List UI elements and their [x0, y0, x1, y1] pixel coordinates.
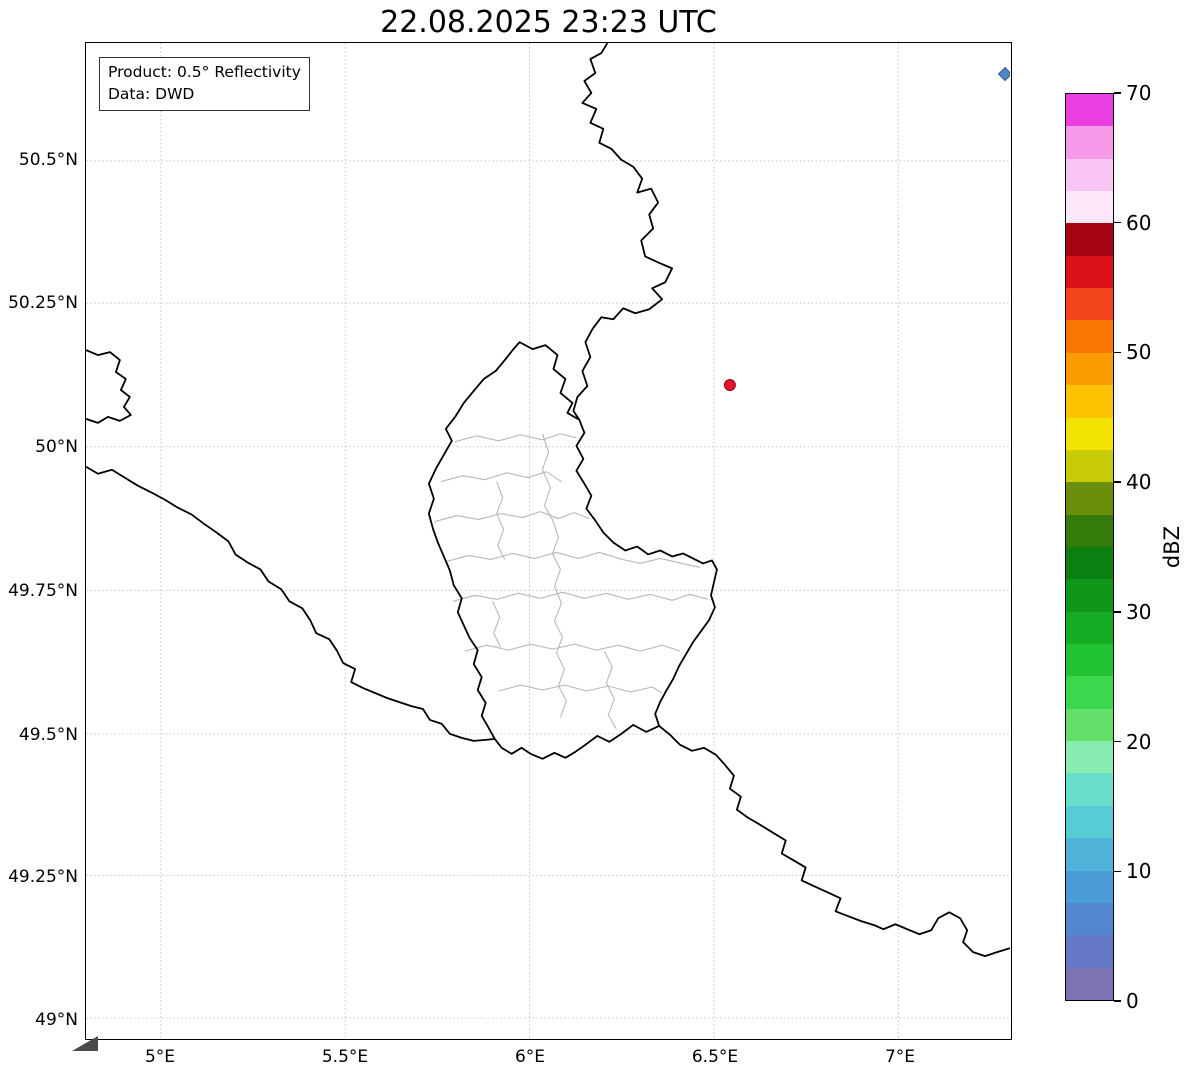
product-info-line: Product: 0.5° Reflectivity	[108, 63, 301, 81]
colorbar-band	[1066, 773, 1113, 806]
regional-border	[498, 684, 663, 694]
longitude-tick-label: 5.5°E	[321, 1047, 369, 1067]
regional-border	[464, 643, 681, 652]
colorbar-band	[1066, 126, 1113, 159]
colorbar-tick-label: 60	[1126, 210, 1152, 235]
diamond-marker	[997, 66, 1010, 82]
regional-border	[541, 433, 553, 520]
colorbar-band	[1066, 902, 1113, 936]
regional-border	[603, 650, 617, 730]
colorbar-band	[1066, 255, 1113, 289]
colorbar-tick-label: 30	[1126, 599, 1152, 624]
regional-border	[454, 433, 577, 443]
map-plot-area	[85, 42, 1012, 1040]
colorbar-band	[1066, 870, 1113, 903]
regional-border	[440, 471, 562, 483]
colorbar-tick-label: 10	[1126, 859, 1152, 884]
national-border	[86, 349, 132, 424]
colorbar-band	[1066, 191, 1113, 224]
colorbar-tick-mark	[1114, 92, 1121, 94]
colorbar-band	[1066, 288, 1113, 321]
regional-border	[434, 511, 590, 523]
colorbar-band	[1066, 611, 1113, 645]
colorbar-band	[1066, 676, 1113, 709]
colorbar-tick-label: 0	[1126, 989, 1139, 1013]
latitude-tick-label: 49.25°N	[8, 867, 78, 887]
national-border	[86, 465, 495, 742]
latitude-tick-label: 50.25°N	[8, 293, 78, 313]
latitude-tick-label: 49.5°N	[18, 725, 78, 745]
colorbar-band	[1066, 320, 1113, 353]
radar-location-marker	[723, 379, 736, 391]
colorbar-tick-mark	[1114, 351, 1121, 354]
colorbar-band	[1066, 385, 1113, 418]
regional-border	[496, 481, 506, 560]
latitude-tick-label: 50.5°N	[18, 150, 78, 170]
figure-title: 22.08.2025 23:23 UTC	[380, 5, 717, 40]
colorbar-band	[1066, 644, 1113, 677]
regional-border	[492, 601, 502, 648]
colorbar-band	[1066, 352, 1113, 386]
data-source-line: Data: DWD	[108, 84, 195, 103]
longitude-tick-label: 6.5°E	[691, 1047, 739, 1067]
colorbar-band	[1066, 449, 1113, 483]
colorbar-band	[1066, 967, 1113, 1000]
longitude-tick-label: 7°E	[884, 1047, 916, 1067]
colorbar-tick-mark	[1114, 1000, 1121, 1002]
colorbar-band	[1066, 514, 1113, 547]
colorbar-band	[1066, 93, 1113, 127]
colorbar-band	[1066, 935, 1113, 968]
regional-border	[553, 586, 564, 654]
colorbar-band	[1066, 741, 1113, 774]
colorbar-unit-label: dBZ	[1160, 525, 1184, 569]
colorbar-band	[1066, 708, 1113, 742]
colorbar-band	[1066, 223, 1113, 256]
colorbar-bands	[1066, 93, 1113, 1000]
colorbar-tick-label: 70	[1126, 81, 1152, 105]
colorbar-tick-mark	[1114, 870, 1121, 873]
national-border	[658, 725, 1010, 958]
latitude-tick-label: 50°N	[35, 437, 78, 457]
latitude-tick-label: 49.75°N	[8, 581, 78, 601]
colorbar-tick-label: 20	[1126, 729, 1152, 754]
colorbar-tick-label: 40	[1126, 470, 1152, 495]
colorbar-band	[1066, 546, 1113, 580]
colorbar-band	[1066, 838, 1113, 871]
colorbar-tick-mark	[1114, 740, 1121, 743]
longitude-tick-label: 6°E	[514, 1047, 546, 1067]
colorbar	[1065, 93, 1114, 1001]
colorbar-tick-label: 50	[1126, 340, 1152, 365]
regional-border	[452, 591, 709, 602]
corner-artifact	[72, 1036, 98, 1051]
national-border	[572, 43, 673, 421]
colorbar-band	[1066, 805, 1113, 839]
colorbar-band	[1066, 482, 1113, 515]
colorbar-tick-mark	[1114, 221, 1121, 224]
colorbar-band	[1066, 579, 1113, 612]
longitude-tick-label: 5°E	[144, 1047, 176, 1067]
product-info-box: Product: 0.5° Reflectivity Data: DWD	[99, 57, 310, 112]
map-svg	[86, 43, 1010, 1038]
regional-border	[446, 551, 701, 568]
colorbar-tick-mark	[1114, 611, 1121, 613]
colorbar-band	[1066, 158, 1113, 192]
regional-border	[551, 519, 562, 587]
colorbar-tick-mark	[1114, 481, 1121, 483]
national-border	[427, 341, 718, 760]
colorbar-band	[1066, 417, 1113, 450]
latitude-tick-label: 49°N	[35, 1010, 78, 1030]
